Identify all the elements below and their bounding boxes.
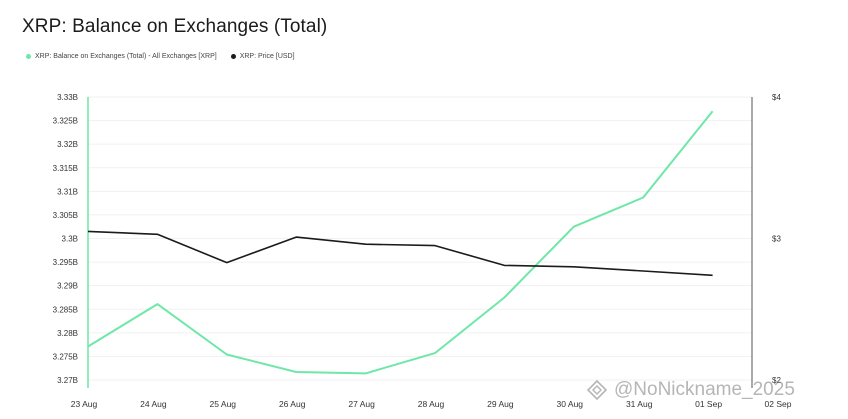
right-tick-label: $2	[772, 376, 781, 385]
left-tick-label: 3.305B	[53, 211, 78, 220]
left-tick-label: 3.275B	[53, 352, 78, 361]
left-tick-label: 3.31B	[57, 187, 78, 196]
left-tick-label: 3.28B	[57, 329, 78, 338]
x-tick-label: 24 Aug	[140, 399, 167, 409]
x-tick-label: 27 Aug	[348, 399, 375, 409]
right-tick-label: $3	[772, 235, 781, 244]
legend-label-balance: XRP: Balance on Exchanges (Total) - All …	[35, 53, 217, 60]
legend-item-balance[interactable]: XRP: Balance on Exchanges (Total) - All …	[26, 53, 217, 60]
left-tick-label: 3.27B	[57, 376, 78, 385]
x-tick-label: 25 Aug	[210, 399, 237, 409]
legend: XRP: Balance on Exchanges (Total) - All …	[26, 53, 295, 60]
series-line-price	[87, 230, 713, 277]
chart-title: XRP: Balance on Exchanges (Total)	[22, 16, 328, 37]
left-tick-label: 3.3B	[62, 235, 78, 244]
x-tick-label: 30 Aug	[557, 399, 584, 409]
x-tick-label: 01 Sep	[695, 399, 722, 409]
x-tick-label: 31 Aug	[626, 399, 653, 409]
legend-item-price[interactable]: XRP: Price [USD]	[230, 53, 295, 60]
series-line-balance	[87, 110, 714, 375]
x-tick-label: 23 Aug	[71, 399, 98, 409]
diamond-logo-icon	[586, 379, 608, 401]
left-tick-label: 3.29B	[57, 282, 78, 291]
left-tick-label: 3.33B	[57, 93, 78, 102]
legend-dot-balance	[26, 54, 31, 59]
x-tick-label: 26 Aug	[279, 399, 306, 409]
left-tick-label: 3.295B	[53, 258, 78, 267]
watermark-text: @NoNickname_2025	[614, 379, 795, 400]
left-tick-label: 3.315B	[53, 164, 78, 173]
legend-label-price: XRP: Price [USD]	[239, 53, 295, 60]
left-tick-label: 3.32B	[57, 140, 78, 149]
x-tick-label: 02 Sep	[765, 399, 792, 409]
left-tick-label: 3.325B	[53, 117, 78, 126]
x-tick-label: 29 Aug	[487, 399, 514, 409]
watermark: @NoNickname_2025	[586, 379, 795, 401]
x-tick-label: 28 Aug	[418, 399, 445, 409]
legend-dot-price	[230, 54, 236, 59]
right-tick-label: $4	[772, 93, 781, 102]
left-tick-label: 3.285B	[53, 305, 78, 314]
